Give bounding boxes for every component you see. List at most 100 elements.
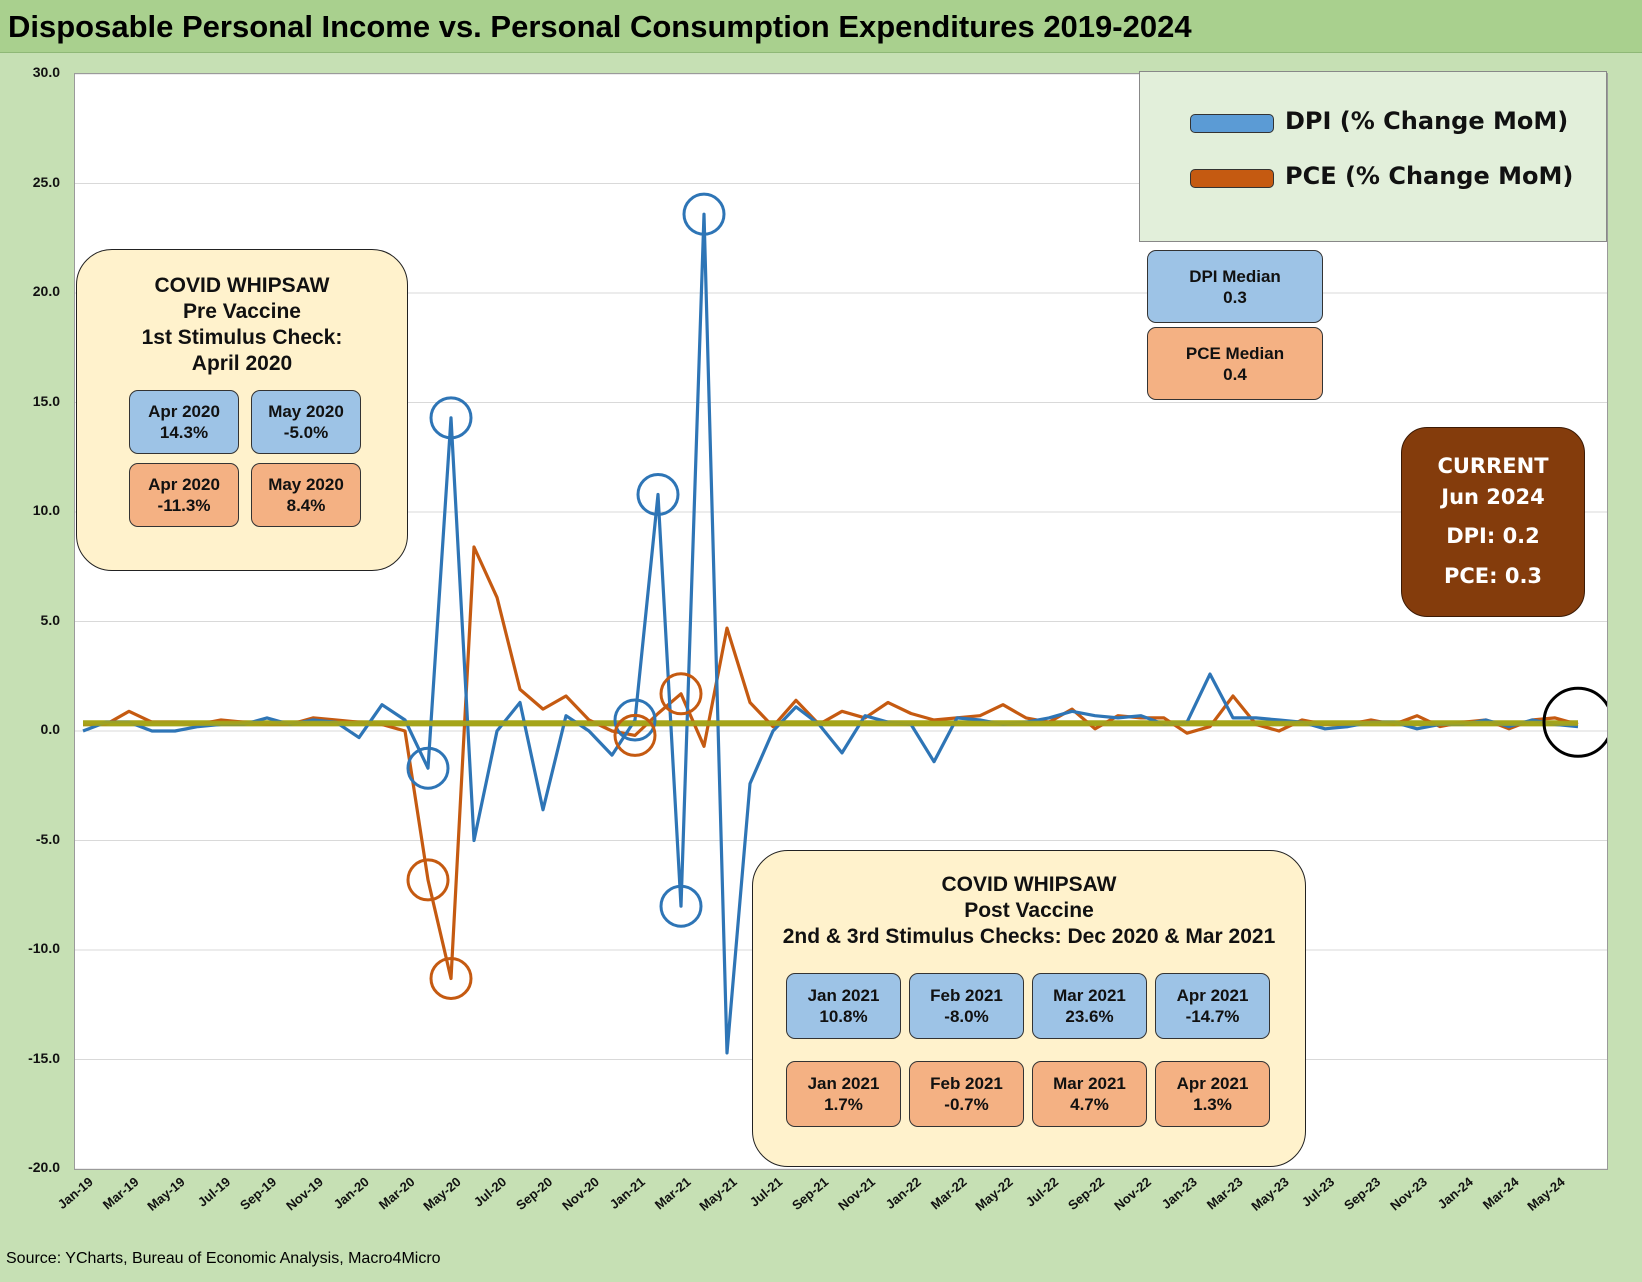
dpi-median-box: DPI Median 0.3 — [1147, 250, 1323, 323]
source-note: Source: YCharts, Bureau of Economic Anal… — [6, 1250, 441, 1267]
x-tick-label: Mar-20 — [375, 1174, 418, 1213]
x-tick-label: Jul-19 — [195, 1174, 234, 1210]
pre-vaccine-line4: April 2020 — [191, 352, 293, 375]
y-tick-label: 15.0 — [32, 392, 60, 409]
dpi-median-value: 0.3 — [1223, 287, 1247, 307]
x-tick-label: Jan-19 — [54, 1174, 96, 1212]
x-tick-label: Jan-20 — [330, 1174, 372, 1212]
pre-pce-value: -11.3% — [157, 496, 211, 515]
post-pce-month: Feb 2021 — [930, 1074, 1003, 1093]
post-dpi-mar-2021: Mar 2021 23.6% — [1032, 973, 1147, 1039]
post-pce-apr-2021: Apr 2021 1.3% — [1155, 1061, 1270, 1127]
x-tick-label: May-20 — [420, 1174, 464, 1214]
post-pce-mar-2021: Mar 2021 4.7% — [1032, 1061, 1147, 1127]
pre-pce-month: Apr 2020 — [148, 475, 220, 494]
y-tick-label: -20.0 — [28, 1159, 60, 1175]
post-dpi-value: -14.7% — [1185, 1007, 1240, 1026]
pre-dpi-value: 14.3% — [159, 423, 209, 442]
pce-legend-swatch — [1190, 169, 1274, 188]
post-dpi-value: 23.6% — [1065, 1007, 1114, 1026]
current-highlight-circle — [1542, 686, 1607, 758]
x-tick-label: Nov-21 — [834, 1174, 878, 1214]
pre-dpi-month: May 2020 — [268, 402, 344, 421]
current-title: CURRENT — [1437, 454, 1549, 478]
chart-title: Disposable Personal Income vs. Personal … — [8, 9, 1192, 44]
pre-vaccine-line3: 1st Stimulus Check: — [141, 326, 343, 349]
pre-dpi-value: -5.0% — [283, 423, 329, 442]
x-tick-label: Mar-22 — [927, 1174, 970, 1213]
current-dpi: DPI: 0.2 — [1446, 524, 1540, 548]
post-pce-month: Mar 2021 — [1053, 1074, 1126, 1093]
y-tick-label: 20.0 — [32, 283, 60, 299]
dpi-highlight-circle — [429, 396, 473, 440]
x-tick-label: Mar-23 — [1203, 1174, 1246, 1213]
post-pce-value: 1.7% — [824, 1095, 863, 1114]
pre-vaccine-line2: Pre Vaccine — [183, 300, 301, 323]
current-pce: PCE: 0.3 — [1443, 564, 1543, 588]
pre-pce-apr-2020: Apr 2020 -11.3% — [129, 463, 239, 527]
x-tick-label: May-21 — [696, 1174, 740, 1214]
x-tick-label: May-23 — [1248, 1174, 1292, 1214]
y-tick-label: 5.0 — [40, 611, 60, 628]
post-pce-value: 4.7% — [1070, 1095, 1109, 1114]
pre-vaccine-callout: COVID WHIPSAW Pre Vaccine 1st Stimulus C… — [76, 249, 408, 571]
post-pce-value: -0.7% — [944, 1095, 989, 1114]
post-vaccine-line1: COVID WHIPSAW — [941, 873, 1117, 896]
dpi-highlight-circle — [636, 472, 680, 516]
pre-dpi-may-2020: May 2020 -5.0% — [251, 390, 361, 454]
dpi-legend-swatch — [1190, 114, 1274, 133]
post-dpi-month: Apr 2021 — [1176, 986, 1249, 1005]
pce-highlight-circle — [406, 858, 450, 902]
x-tick-label: Nov-23 — [1386, 1174, 1430, 1214]
pre-dpi-month: Apr 2020 — [148, 402, 220, 421]
x-tick-label: Jan-23 — [1158, 1174, 1200, 1212]
post-vaccine-line3: 2nd & 3rd Stimulus Checks: Dec 2020 & Ma… — [782, 925, 1276, 948]
legend: DPI (% Change MoM) PCE (% Change MoM) — [1139, 71, 1607, 242]
pce-highlight-circle — [429, 956, 473, 1000]
post-vaccine-line2: Post Vaccine — [964, 899, 1094, 922]
pre-pce-value: 8.4% — [286, 496, 326, 515]
x-tick-label: Nov-19 — [282, 1174, 326, 1214]
current-box: CURRENT Jun 2024 DPI: 0.2 PCE: 0.3 — [1401, 427, 1585, 617]
post-pce-value: 1.3% — [1193, 1095, 1232, 1114]
dpi-highlight-circle — [613, 698, 657, 742]
y-tick-label: 10.0 — [32, 502, 60, 518]
y-tick-label: -15.0 — [28, 1049, 60, 1066]
x-tick-label: Jan-21 — [606, 1174, 648, 1212]
dpi-legend-label: DPI (% Change MoM) — [1285, 107, 1569, 135]
title-bar: Disposable Personal Income vs. Personal … — [0, 0, 1642, 53]
post-pce-month: Jan 2021 — [807, 1074, 880, 1093]
x-tick-label: Jan-24 — [1434, 1174, 1476, 1212]
pre-vaccine-line1: COVID WHIPSAW — [154, 274, 330, 297]
x-tick-label: Jul-23 — [1299, 1174, 1338, 1210]
post-dpi-feb-2021: Feb 2021 -8.0% — [909, 973, 1024, 1039]
pre-pce-may-2020: May 2020 8.4% — [251, 463, 361, 527]
x-tick-label: Jul-22 — [1023, 1174, 1062, 1210]
x-tick-label: Mar-21 — [651, 1174, 694, 1213]
dpi-highlight-circle — [682, 192, 726, 236]
x-tick-label: Jul-20 — [471, 1174, 510, 1210]
x-tick-label: May-22 — [972, 1174, 1016, 1214]
pce-highlight-circle — [613, 713, 657, 757]
pce-median-title: PCE Median — [1185, 343, 1285, 363]
post-dpi-apr-2021: Apr 2021 -14.7% — [1155, 973, 1270, 1039]
x-tick-label: Jan-22 — [882, 1174, 924, 1212]
dpi-highlight-circle — [659, 884, 703, 928]
y-tick-label: 30.0 — [32, 64, 60, 80]
pre-dpi-apr-2020: Apr 2020 14.3% — [129, 390, 239, 454]
post-dpi-value: 10.8% — [819, 1007, 868, 1026]
y-tick-label: 25.0 — [32, 173, 60, 190]
y-tick-label: -5.0 — [35, 830, 60, 847]
y-tick-label: -10.0 — [28, 940, 60, 956]
post-dpi-value: -8.0% — [944, 1007, 989, 1026]
post-dpi-jan-2021: Jan 2021 10.8% — [786, 973, 901, 1039]
post-dpi-month: Mar 2021 — [1053, 986, 1126, 1005]
dpi-highlight-circle — [406, 746, 450, 790]
post-dpi-month: Feb 2021 — [930, 986, 1003, 1005]
x-tick-label: Nov-22 — [1110, 1174, 1154, 1214]
x-tick-label: Nov-20 — [558, 1174, 602, 1214]
x-tick-label: Sep-20 — [513, 1174, 556, 1213]
pce-highlight-circle — [659, 672, 703, 716]
dpi-median-title: DPI Median — [1189, 266, 1281, 286]
pce-legend-label: PCE (% Change MoM) — [1285, 162, 1574, 190]
